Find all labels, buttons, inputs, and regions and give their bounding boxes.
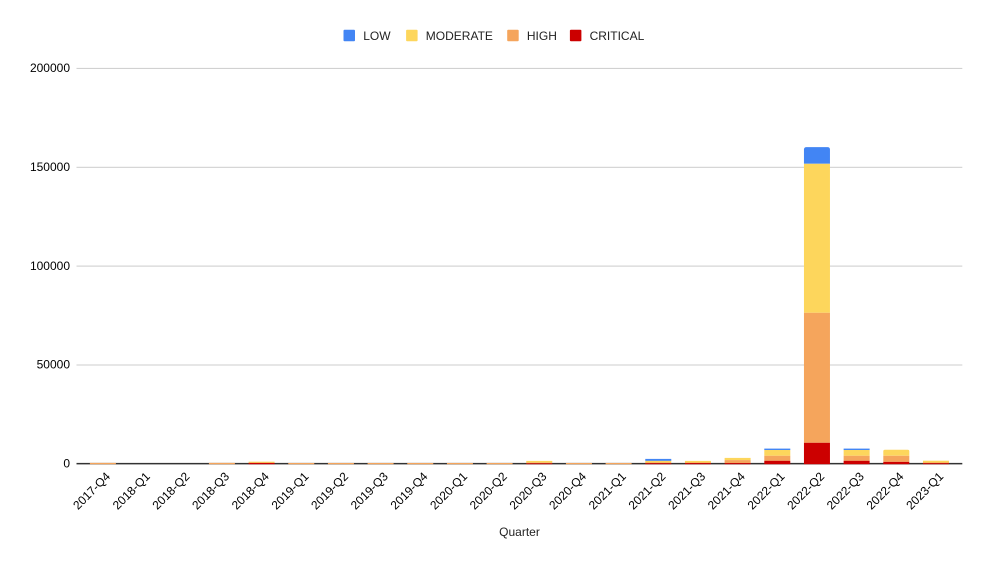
svg-text:0: 0 <box>63 457 70 471</box>
svg-text:HIGH: HIGH <box>527 29 557 43</box>
svg-text:200000: 200000 <box>30 61 70 75</box>
svg-text:100000: 100000 <box>30 259 70 273</box>
svg-text:Quarter: Quarter <box>499 525 540 539</box>
svg-text:150000: 150000 <box>30 160 70 174</box>
svg-text:MODERATE: MODERATE <box>426 29 493 43</box>
svg-text:CRITICAL: CRITICAL <box>590 29 645 43</box>
svg-text:50000: 50000 <box>37 358 71 372</box>
svg-text:LOW: LOW <box>363 29 391 43</box>
